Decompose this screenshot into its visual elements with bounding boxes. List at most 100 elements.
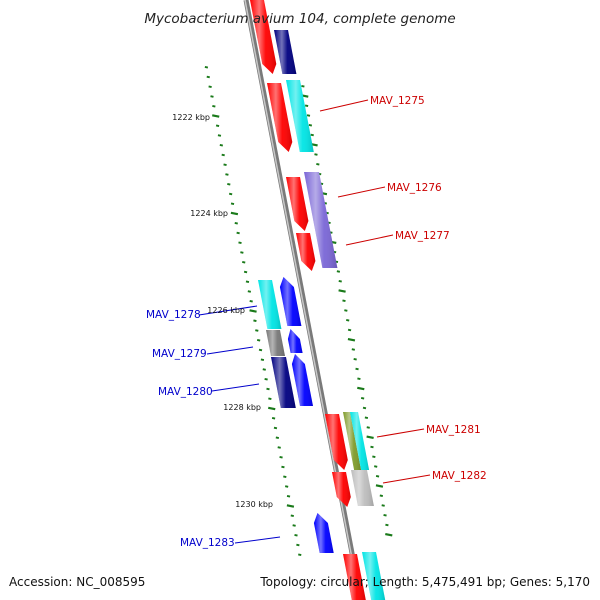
feature-red-b[interactable]	[343, 554, 366, 600]
scale-tick-outer	[385, 532, 393, 537]
feature-blue-mav-1279[interactable]	[287, 329, 303, 353]
scale-tick-outer	[370, 445, 374, 449]
feature-blue-mav-1283[interactable]	[313, 513, 334, 553]
feature-navy-mav-1280[interactable]	[271, 357, 296, 408]
scale-major-tick	[249, 309, 257, 313]
feature-silver-mav-1282[interactable]	[351, 470, 374, 506]
scale-minor-tick	[255, 329, 259, 332]
feature-cyan-mav-1281[interactable]	[350, 412, 370, 470]
scale-minor-tick	[234, 221, 238, 225]
scale-minor-tick	[283, 475, 287, 479]
scale-minor-tick	[262, 368, 266, 371]
feature-red-a[interactable]	[250, 0, 277, 74]
feature-red-mav-1275[interactable]	[267, 83, 293, 152]
scale-tick-outer	[347, 337, 356, 342]
feature-cyan-b[interactable]	[362, 552, 386, 600]
scale-minor-tick	[253, 319, 257, 323]
scale-minor-tick	[238, 241, 242, 245]
scale-minor-tick	[212, 104, 216, 108]
leader-mav-1276	[337, 186, 386, 198]
leader-mav-1278	[198, 305, 258, 316]
scale-major-tick	[212, 114, 220, 118]
scale-label-1222: 1222 kbp	[172, 113, 210, 122]
scale-tick-outer	[336, 270, 341, 273]
gene-label-mav-1280[interactable]: MAV_1280	[158, 386, 213, 398]
gene-label-mav-1275[interactable]: MAV_1275	[370, 95, 425, 107]
feature-cyan-mav-1278[interactable]	[258, 280, 282, 329]
scale-tick-outer	[351, 348, 356, 351]
leader-mav-1275	[319, 99, 369, 112]
leader-mav-1283	[234, 536, 281, 544]
scale-minor-tick	[243, 270, 248, 274]
scale-minor-tick	[292, 524, 296, 527]
gene-label-mav-1283[interactable]: MAV_1283	[180, 537, 235, 549]
scale-tick-outer	[314, 153, 318, 156]
scale-tick-outer	[385, 523, 389, 527]
feature-red-mav-1281[interactable]	[325, 414, 348, 470]
scale-label-1224: 1224 kbp	[190, 209, 228, 218]
gene-label-mav-1282[interactable]: MAV_1282	[432, 470, 487, 482]
scale-tick-outer	[347, 328, 352, 332]
gene-label-mav-1279[interactable]: MAV_1279	[152, 348, 207, 360]
feature-red-mav-1282[interactable]	[332, 472, 351, 507]
leader-mav-1279	[206, 346, 254, 355]
scale-minor-tick	[296, 543, 300, 547]
scale-tick-outer	[306, 114, 311, 117]
scale-minor-tick	[204, 65, 209, 69]
leader-mav-1282	[382, 474, 431, 484]
scale-minor-tick	[294, 533, 298, 537]
scale-tick-outer	[366, 435, 374, 440]
scale-tick-outer	[383, 513, 387, 517]
scale-tick-outer	[357, 377, 361, 381]
scale-minor-tick	[284, 485, 289, 488]
scale-tick-outer	[316, 162, 320, 166]
scale-minor-tick	[256, 338, 261, 342]
scale-major-tick	[268, 406, 276, 411]
gene-features	[250, 0, 386, 600]
feature-red-mav-1276[interactable]	[286, 177, 309, 231]
scale-minor-tick	[230, 202, 235, 206]
feature-cyan-mav-1275[interactable]	[286, 80, 314, 152]
scale-minor-tick	[260, 358, 265, 362]
feature-gray-mav-1279[interactable]	[266, 330, 285, 356]
scale-label-1230: 1230 kbp	[235, 500, 273, 509]
feature-purple-mav-1276[interactable]	[304, 172, 338, 268]
scale-tick-outer	[346, 318, 350, 322]
accession-text: Accession: NC_008595	[9, 575, 145, 589]
feature-blue-mav-1280[interactable]	[291, 354, 313, 406]
scale-tick-outer	[304, 104, 309, 108]
scale-minor-tick	[225, 173, 229, 176]
scale-minor-tick	[247, 290, 252, 293]
scale-minor-tick	[227, 182, 231, 186]
scale-minor-tick	[279, 455, 283, 459]
gene-label-mav-1277[interactable]: MAV_1277	[395, 230, 450, 242]
feature-blue-mav-1278[interactable]	[279, 277, 302, 326]
scale-tick-outer	[372, 455, 376, 459]
leader-mav-1280	[211, 383, 260, 392]
scale-minor-tick	[228, 192, 233, 196]
feature-navy-a[interactable]	[274, 30, 297, 74]
gene-label-mav-1276[interactable]: MAV_1276	[387, 182, 442, 194]
scale-major-tick	[286, 504, 295, 508]
scale-minor-tick	[264, 377, 268, 381]
feature-red-mav-1277[interactable]	[296, 233, 316, 271]
scale-tick-outer	[381, 504, 385, 507]
scale-major-tick	[230, 211, 239, 216]
scale-minor-tick	[206, 75, 210, 79]
scale-minor-tick	[273, 426, 278, 430]
feature-olive-mav-1281[interactable]	[343, 412, 362, 470]
scale-tick-outer	[375, 484, 384, 488]
scale-tick-outer	[308, 123, 313, 127]
scale-tick-outer	[310, 133, 314, 137]
scale-minor-tick	[281, 465, 285, 469]
topology-text: Topology: circular; Length: 5,475,491 bp…	[259, 575, 590, 589]
scale-minor-tick	[275, 436, 280, 440]
scale-tick-outer	[362, 406, 367, 410]
gene-label-mav-1281[interactable]: MAV_1281	[426, 424, 481, 436]
gene-label-mav-1278[interactable]: MAV_1278	[146, 309, 201, 321]
scale-tick-outer	[344, 309, 348, 312]
scale-tick-outer	[357, 386, 365, 391]
scale-tick-outer	[374, 465, 378, 468]
map-title: Mycobacterium avium 104, complete genome	[144, 11, 455, 27]
